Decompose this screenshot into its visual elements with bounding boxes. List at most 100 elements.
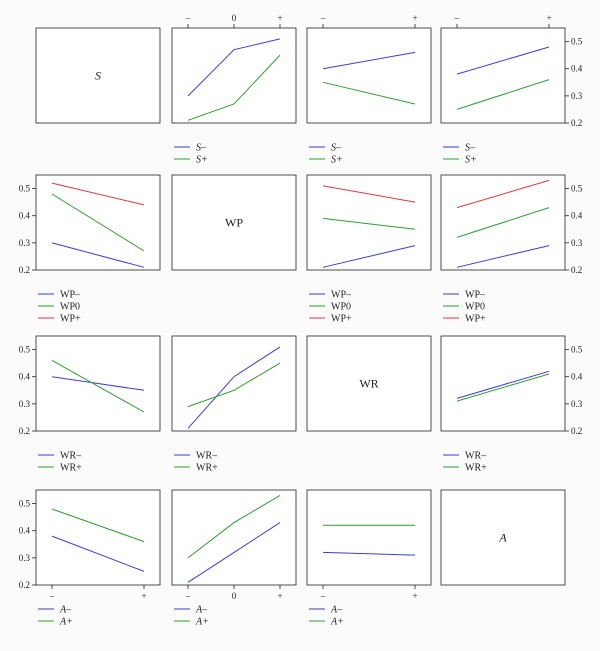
panel-frame <box>35 27 161 124</box>
legend-label: WP– <box>465 290 486 301</box>
x-tick-label: – <box>454 13 460 23</box>
y-tick-label: 0.3 <box>19 238 31 248</box>
series-line <box>322 51 416 70</box>
legend-label: S+ <box>196 155 208 166</box>
y-tick-label: 0.3 <box>19 553 31 563</box>
panel-frame <box>171 489 297 586</box>
legend-label: WR+ <box>196 463 218 474</box>
series-line <box>456 370 550 399</box>
legend-label: A+ <box>195 617 209 628</box>
legend-label: S– <box>196 143 207 154</box>
legend-label: S+ <box>465 155 477 166</box>
y-tick-label: 0.5 <box>571 184 583 194</box>
panel-label: WR <box>359 377 378 391</box>
series-line <box>322 217 416 230</box>
y-tick-label: 0.3 <box>19 399 31 409</box>
series-line <box>456 373 550 402</box>
y-tick-label: 0.3 <box>571 399 583 409</box>
legend-label: WP+ <box>331 314 352 325</box>
series-line <box>456 46 550 75</box>
legend-label: WR+ <box>465 463 487 474</box>
panel-label: WP <box>225 216 243 230</box>
legend-label: WR– <box>60 451 82 462</box>
y-tick-label: 0.5 <box>19 184 31 194</box>
x-tick-label: 0 <box>232 591 237 601</box>
series-line <box>456 207 550 238</box>
series-line <box>187 362 281 408</box>
panel-frame <box>171 174 297 271</box>
panel-frame <box>440 27 566 124</box>
panel-frame <box>171 335 297 432</box>
series-line <box>456 179 550 209</box>
y-tick-label: 0.2 <box>19 265 30 275</box>
panel-label: S <box>95 69 101 83</box>
y-tick-label: 0.4 <box>19 372 31 382</box>
legend-label: A+ <box>330 617 344 628</box>
series-line <box>51 359 145 413</box>
series-line <box>51 376 145 391</box>
y-tick-label: 0.4 <box>19 211 31 221</box>
series-line <box>51 182 145 206</box>
series-line <box>51 193 145 252</box>
x-tick-label: – <box>185 591 191 601</box>
x-tick-label: + <box>141 591 146 601</box>
x-tick-label: 0 <box>232 13 237 23</box>
legend-label: WP+ <box>60 314 81 325</box>
series-line <box>322 245 416 268</box>
y-tick-label: 0.2 <box>19 580 30 590</box>
x-tick-label: – <box>320 591 326 601</box>
x-tick-label: – <box>320 13 326 23</box>
y-tick-label: 0.2 <box>571 426 582 436</box>
y-tick-label: 0.4 <box>571 64 583 74</box>
y-tick-label: 0.4 <box>571 372 583 382</box>
series-line <box>51 242 145 268</box>
legend-label: WP– <box>331 290 352 301</box>
legend-label: WR– <box>465 451 487 462</box>
panel-frame <box>171 27 297 124</box>
series-line <box>322 551 416 556</box>
legend-label: S– <box>331 143 342 154</box>
y-tick-label: 0.2 <box>571 265 582 275</box>
y-tick-label: 0.4 <box>19 526 31 536</box>
y-tick-label: 0.5 <box>19 499 31 509</box>
legend-label: WR+ <box>60 463 82 474</box>
x-tick-label: + <box>412 591 417 601</box>
legend-label: WP– <box>60 290 81 301</box>
panel-frame <box>306 489 432 586</box>
y-tick-label: 0.3 <box>571 91 583 101</box>
y-tick-label: 0.2 <box>19 426 30 436</box>
y-tick-label: 0.3 <box>571 238 583 248</box>
legend-label: WP0 <box>60 302 80 313</box>
legend-label: S– <box>465 143 476 154</box>
series-line <box>322 81 416 105</box>
panel-frame <box>306 27 432 124</box>
x-tick-label: – <box>49 591 55 601</box>
y-tick-label: 0.5 <box>571 345 583 355</box>
x-tick-label: – <box>185 13 191 23</box>
series-line <box>456 245 550 268</box>
x-tick-label: + <box>277 591 282 601</box>
series-line <box>456 79 550 110</box>
series-line <box>322 185 416 203</box>
legend-label: A– <box>195 605 208 616</box>
series-line <box>187 346 281 429</box>
series-line <box>187 54 281 121</box>
panel-frame <box>306 174 432 271</box>
legend-label: A+ <box>59 617 73 628</box>
legend-label: S+ <box>331 155 343 166</box>
panel-frame <box>440 489 566 586</box>
y-tick-label: 0.5 <box>571 37 583 47</box>
legend-label: WP0 <box>331 302 351 313</box>
series-line <box>187 522 281 583</box>
panel-label: A <box>498 531 507 545</box>
y-tick-label: 0.4 <box>571 211 583 221</box>
legend-label: A– <box>330 605 343 616</box>
x-tick-label: + <box>412 13 417 23</box>
x-tick-label: + <box>546 13 551 23</box>
y-tick-label: 0.5 <box>19 345 31 355</box>
series-line <box>187 494 281 559</box>
legend-label: WP+ <box>465 314 486 325</box>
legend-label: WP0 <box>465 302 485 313</box>
